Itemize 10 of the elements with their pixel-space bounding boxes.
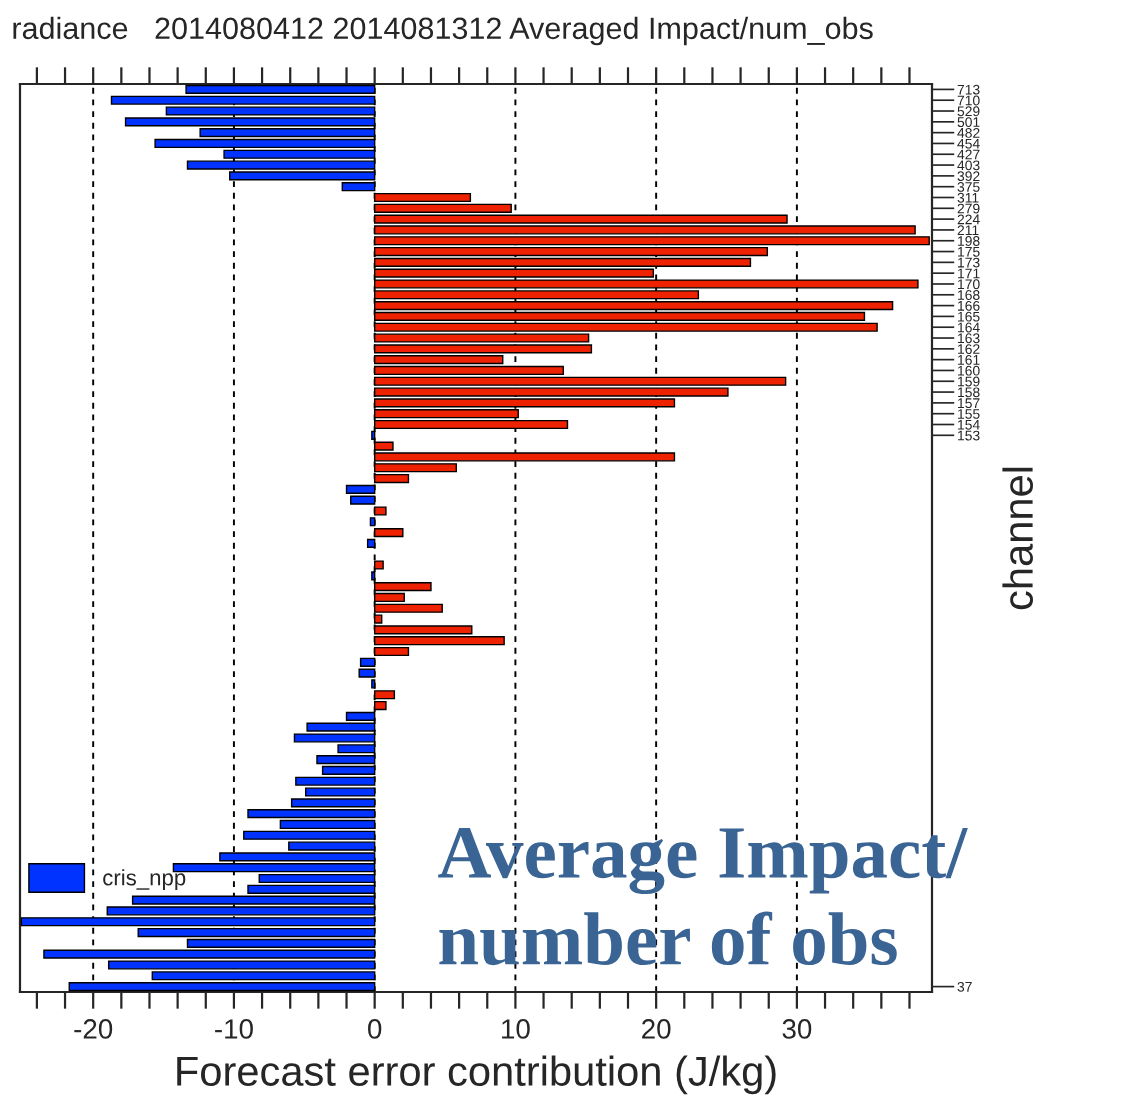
x-tick-label: -20: [74, 1019, 113, 1039]
x-tick-label: 30: [782, 1019, 812, 1039]
x-tick-label: 10: [502, 1019, 530, 1039]
legend-label: cris_npp: [103, 869, 186, 890]
x-axis-title: Forecast error contribution (J/kg): [177, 1055, 776, 1095]
chart-title: radiance 2014080412 2014081312 Averaged Impact/num_obs: [13, 16, 873, 46]
x-tick-label: -10: [215, 1019, 253, 1039]
x-tick-label: 20: [642, 1019, 671, 1039]
x-tick-label: 0: [368, 1019, 382, 1039]
y-axis-title: channel: [1002, 467, 1033, 610]
